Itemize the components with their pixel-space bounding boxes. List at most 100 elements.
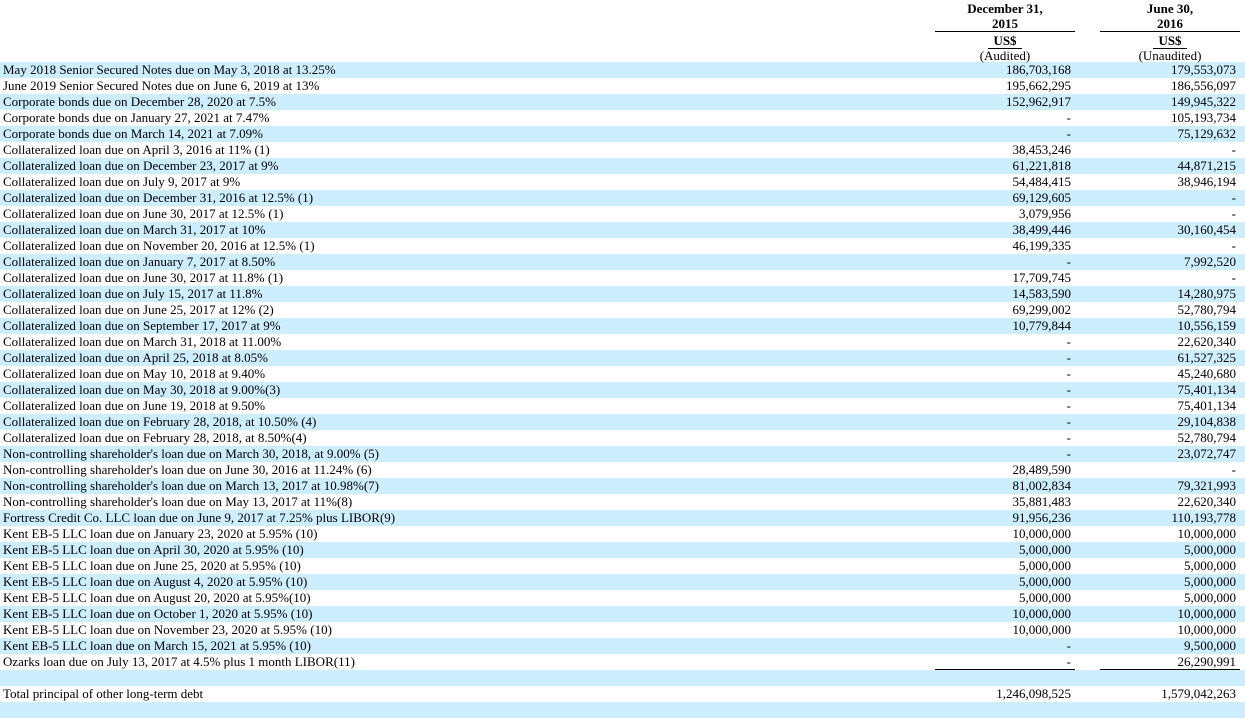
currency-label: US$ bbox=[1100, 33, 1240, 49]
column-gap bbox=[1075, 302, 1100, 318]
table-row: Collateralized loan due on February 28, … bbox=[0, 430, 1245, 446]
value-jun-2016: 22,620,340 bbox=[1177, 334, 1237, 349]
row-label: Kent EB-5 LLC loan due on October 1, 202… bbox=[3, 606, 313, 621]
value-jun-2016: 1,579,042,263 bbox=[1161, 686, 1236, 701]
row-label: Kent EB-5 LLC loan due on April 30, 2020… bbox=[3, 542, 304, 557]
table-row: Kent EB-5 LLC loan due on November 23, 2… bbox=[0, 622, 1245, 638]
row-label: Kent EB-5 LLC loan due on August 20, 202… bbox=[3, 590, 311, 605]
table-row: Collateralized loan due on June 30, 2017… bbox=[0, 270, 1245, 286]
value-dec-2015: - bbox=[1066, 430, 1071, 445]
column-gap bbox=[1075, 430, 1100, 446]
column-header-jun-2016: June 30, 2016 US$ (Unaudited) bbox=[1100, 0, 1240, 63]
value-dec-2015: 1,246,098,525 bbox=[996, 686, 1071, 701]
value-dec-2015 bbox=[935, 670, 1075, 686]
column-gap bbox=[1075, 606, 1100, 622]
row-label: Non-controlling shareholder's loan due o… bbox=[3, 462, 372, 477]
table-row: Collateralized loan due on November 20, … bbox=[0, 238, 1245, 254]
column-gap bbox=[1075, 206, 1100, 222]
value-jun-2016: 75,129,632 bbox=[1177, 126, 1237, 141]
value-jun-2016: 110,193,778 bbox=[1171, 510, 1236, 525]
value-dec-2015: - bbox=[1066, 398, 1071, 413]
column-gap bbox=[1075, 446, 1100, 462]
value-jun-2016: 5,000,000 bbox=[1184, 542, 1236, 557]
column-gap bbox=[1075, 254, 1100, 270]
column-gap bbox=[1075, 574, 1100, 590]
column-gap bbox=[1075, 686, 1100, 702]
column-gap bbox=[1075, 158, 1100, 174]
row-label: Corporate bonds due on March 14, 2021 at… bbox=[3, 126, 263, 141]
row-label bbox=[0, 670, 935, 686]
value-jun-2016: 5,000,000 bbox=[1184, 574, 1236, 589]
value-dec-2015: 5,000,000 bbox=[1019, 590, 1071, 605]
value-jun-2016: 79,321,993 bbox=[1177, 478, 1237, 493]
total-row: Total principal of other long-term debt … bbox=[0, 686, 1245, 702]
table-row: Kent EB-5 LLC loan due on March 15, 2021… bbox=[0, 638, 1245, 654]
row-label: Collateralized loan due on February 28, … bbox=[3, 414, 317, 429]
table-row: Kent EB-5 LLC loan due on January 23, 20… bbox=[0, 526, 1245, 542]
row-label: Collateralized loan due on June 19, 2018… bbox=[3, 398, 266, 413]
blank-row bbox=[0, 702, 1245, 718]
row-label: Collateralized loan due on September 17,… bbox=[3, 318, 281, 333]
value-jun-2016: 10,000,000 bbox=[1177, 526, 1237, 541]
table-row: Non-controlling shareholder's loan due o… bbox=[0, 478, 1245, 494]
table-row: Fortress Credit Co. LLC loan due on June… bbox=[0, 510, 1245, 526]
column-gap bbox=[1075, 78, 1100, 94]
value-dec-2015: - bbox=[1066, 350, 1071, 365]
column-gap bbox=[1075, 558, 1100, 574]
value-jun-2016: 9,500,000 bbox=[1184, 638, 1236, 653]
table-row: Collateralized loan due on September 17,… bbox=[0, 318, 1245, 334]
table-row: Collateralized loan due on June 30, 2017… bbox=[0, 206, 1245, 222]
row-label: Kent EB-5 LLC loan due on June 25, 2020 … bbox=[3, 558, 301, 573]
column-gap bbox=[1075, 94, 1100, 110]
value-dec-2015: 61,221,818 bbox=[1012, 158, 1072, 173]
table-row: Kent EB-5 LLC loan due on April 30, 2020… bbox=[0, 542, 1245, 558]
table-row: Collateralized loan due on June 25, 2017… bbox=[0, 302, 1245, 318]
value-dec-2015 bbox=[935, 702, 1075, 718]
value-jun-2016: 14,280,975 bbox=[1177, 286, 1237, 301]
column-gap bbox=[1075, 478, 1100, 494]
row-label: Corporate bonds due on December 28, 2020… bbox=[3, 94, 276, 109]
table-row: May 2018 Senior Secured Notes due on May… bbox=[0, 62, 1245, 78]
row-label: Non-controlling shareholder's loan due o… bbox=[3, 494, 353, 509]
row-label: Collateralized loan due on November 20, … bbox=[3, 238, 315, 253]
column-gap bbox=[1075, 62, 1100, 78]
table-row: Kent EB-5 LLC loan due on August 20, 202… bbox=[0, 590, 1245, 606]
table-row: Non-controlling shareholder's loan due o… bbox=[0, 462, 1245, 478]
row-label: May 2018 Senior Secured Notes due on May… bbox=[3, 62, 336, 77]
value-jun-2016: 179,553,073 bbox=[1171, 62, 1236, 77]
table-header: December 31, 2015 US$ (Audited) June 30,… bbox=[0, 0, 1245, 63]
header-label-spacer bbox=[0, 0, 935, 62]
value-dec-2015: 10,000,000 bbox=[1012, 606, 1072, 621]
row-label: Collateralized loan due on June 25, 2017… bbox=[3, 302, 274, 317]
value-jun-2016: 45,240,680 bbox=[1177, 366, 1237, 381]
value-jun-2016 bbox=[1100, 702, 1240, 718]
value-dec-2015: 186,703,168 bbox=[1006, 62, 1071, 77]
column-gap bbox=[1075, 222, 1100, 238]
row-label: Collateralized loan due on January 7, 20… bbox=[3, 254, 276, 269]
audit-status-label: (Audited) bbox=[979, 48, 1031, 63]
value-dec-2015: 28,489,590 bbox=[1012, 462, 1072, 477]
value-jun-2016: 44,871,215 bbox=[1177, 158, 1237, 173]
column-gap bbox=[1075, 270, 1100, 286]
value-dec-2015: 5,000,000 bbox=[1019, 574, 1071, 589]
row-label: Collateralized loan due on December 23, … bbox=[3, 158, 279, 173]
blank-row bbox=[0, 670, 1245, 686]
value-dec-2015: 38,499,446 bbox=[1012, 222, 1072, 237]
value-jun-2016: - bbox=[1231, 190, 1236, 205]
table-row: Collateralized loan due on April 25, 201… bbox=[0, 350, 1245, 366]
column-gap bbox=[1075, 590, 1100, 606]
row-label: Kent EB-5 LLC loan due on March 15, 2021… bbox=[3, 638, 311, 653]
table-row: Collateralized loan due on April 3, 2016… bbox=[0, 142, 1245, 158]
column-header-dec-2015: December 31, 2015 US$ (Audited) bbox=[935, 0, 1075, 63]
row-label: Collateralized loan due on July 9, 2017 … bbox=[3, 174, 241, 189]
column-gap bbox=[1075, 142, 1100, 158]
value-dec-2015: 17,709,745 bbox=[1012, 270, 1072, 285]
value-jun-2016: 186,556,097 bbox=[1171, 78, 1236, 93]
table-row: Corporate bonds due on January 27, 2021 … bbox=[0, 110, 1245, 126]
value-dec-2015: 91,956,236 bbox=[1012, 510, 1072, 525]
row-label: Fortress Credit Co. LLC loan due on June… bbox=[3, 510, 396, 525]
row-label: Kent EB-5 LLC loan due on November 23, 2… bbox=[3, 622, 332, 637]
column-gap bbox=[1075, 110, 1100, 126]
value-jun-2016: 5,000,000 bbox=[1184, 558, 1236, 573]
